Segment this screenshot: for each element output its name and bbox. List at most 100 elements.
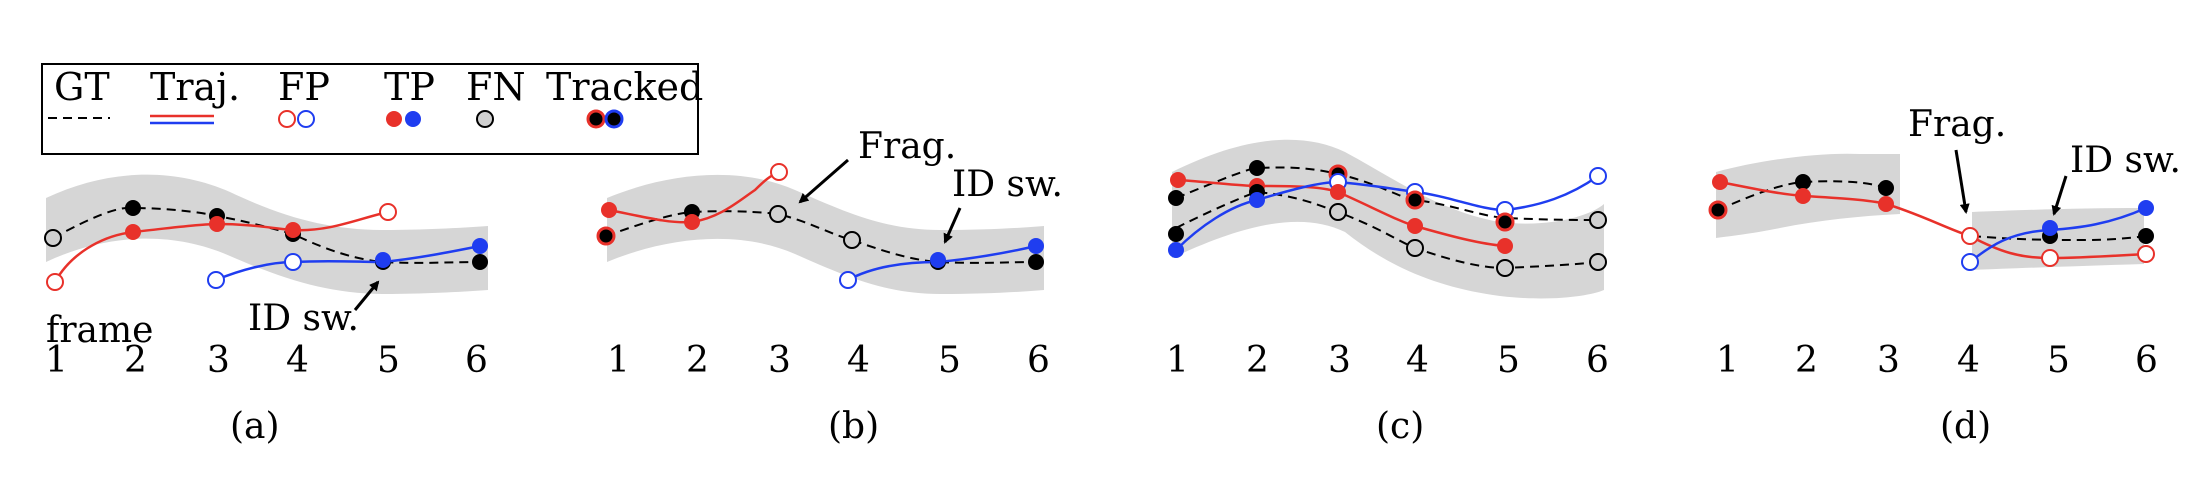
frame-tick: 4 [1406, 340, 1429, 381]
tracked-marker [1795, 174, 1811, 190]
red-tp-marker [684, 214, 700, 230]
tracked-marker [125, 200, 141, 216]
gt-band [46, 174, 488, 294]
frame-tick: 6 [465, 340, 488, 381]
legend-fp-label: FP [278, 65, 330, 109]
red-tp-marker [1407, 218, 1423, 234]
frame-tick: 6 [1586, 340, 1609, 381]
gt-path-lower [1175, 190, 1599, 270]
frame-tick: 4 [286, 340, 309, 381]
panel-caption: (c) [1376, 406, 1424, 447]
blue-tp-marker [1249, 192, 1265, 208]
legend-fn-label: FN [466, 65, 526, 109]
legend-tp-red-marker [386, 111, 402, 127]
frame-tick: 3 [1328, 340, 1351, 381]
blue-fp-marker [1961, 253, 1979, 271]
id-switch-arrow [2051, 175, 2068, 216]
tracked-marker [472, 254, 488, 270]
red-fp-marker [770, 163, 788, 181]
blue-fp-marker [1589, 167, 1607, 185]
legend-box [41, 63, 699, 155]
frame-tick: 2 [124, 340, 147, 381]
legend-tracked-label: Tracked [546, 65, 703, 109]
blue-tp-marker [2138, 200, 2154, 216]
fn-marker [843, 231, 861, 249]
frame-ticks: 1 2 3 4 5 6 [1716, 340, 2158, 381]
frame-tick: 2 [686, 340, 709, 381]
panel-d: Frag. ID sw. 1 2 3 4 5 6 (d) [1708, 104, 2181, 447]
blue-tp-marker [472, 238, 488, 254]
frame-tick: 5 [2047, 340, 2070, 381]
frag-label: Frag. [1908, 104, 2006, 145]
blue-tp-marker [2042, 220, 2058, 236]
red-tp-marker [1497, 238, 1513, 254]
red-tp-marker [1878, 196, 1894, 212]
red-fp-marker [1961, 227, 1979, 245]
blue-trajectory [215, 244, 481, 282]
tracked-marker [1405, 190, 1425, 210]
red-fp-marker [379, 203, 397, 221]
legend: GT Traj. FP TP FN Tracked [41, 63, 703, 155]
frame-axis-label: frame [46, 310, 153, 351]
frame-tick: 4 [847, 340, 870, 381]
panel-caption: (b) [828, 406, 879, 447]
fn-marker [44, 229, 62, 247]
red-tp-marker [1330, 184, 1346, 200]
frame-tick: 6 [1027, 340, 1050, 381]
fn-marker [1329, 203, 1347, 221]
blue-tp-marker [1028, 238, 1044, 254]
red-fp-marker [2041, 249, 2059, 267]
frame-ticks: 1 2 3 4 5 6 [45, 340, 488, 381]
tracked-marker [1168, 226, 1184, 242]
blue-fp-marker [207, 271, 225, 289]
frame-tick: 1 [607, 340, 630, 381]
frame-tick: 6 [2135, 340, 2158, 381]
frag-label: Frag. [858, 126, 956, 167]
frame-tick: 2 [1795, 340, 1818, 381]
id-switch-label: ID sw. [248, 298, 359, 339]
tracked-marker [1249, 160, 1265, 176]
frame-tick: 5 [377, 340, 400, 381]
tracked-marker [1708, 200, 1728, 220]
frame-tick: 3 [1877, 340, 1900, 381]
red-tp-marker [601, 202, 617, 218]
red-fp-marker [2137, 245, 2155, 263]
id-switch-label: ID sw. [952, 164, 1063, 205]
frame-ticks: 1 2 3 4 5 6 [1166, 340, 1609, 381]
red-tp-marker [1712, 174, 1728, 190]
panel-a: ID sw. frame 1 2 3 4 5 6 (a) [44, 174, 488, 447]
blue-fp-marker [839, 271, 857, 289]
frame-tick: 3 [207, 340, 230, 381]
fn-marker [769, 205, 787, 223]
fn-marker [1406, 239, 1424, 257]
frame-tick: 4 [1957, 340, 1980, 381]
frame-tick: 5 [1497, 340, 1520, 381]
legend-tp-blue-marker [405, 111, 421, 127]
fn-marker [1496, 259, 1514, 277]
panel-c: 1 2 3 4 5 6 (c) [1166, 139, 1609, 447]
gt-path-left [1717, 180, 1887, 211]
tracked-marker [596, 226, 616, 246]
legend-traj-label: Traj. [150, 65, 240, 109]
panel-b: Frag. ID sw. 1 2 3 4 5 6 (b) [596, 126, 1063, 447]
blue-tp-marker [375, 252, 391, 268]
red-trajectory [608, 170, 780, 224]
blue-tp-marker [1168, 242, 1184, 258]
red-tp-marker [209, 216, 225, 232]
frag-arrow [1954, 149, 1970, 214]
red-tp-marker [1170, 172, 1186, 188]
red-tp-marker [1795, 188, 1811, 204]
frame-tick: 3 [768, 340, 791, 381]
gt-band [1172, 139, 1604, 299]
tracked-marker [1878, 180, 1894, 196]
legend-tracked-blue-marker [604, 109, 624, 129]
id-switch-label: ID sw. [2070, 140, 2181, 181]
panel-caption: (a) [230, 406, 280, 447]
frame-tick: 2 [1246, 340, 1269, 381]
frame-ticks: 1 2 3 4 5 6 [607, 340, 1050, 381]
red-tp-marker [285, 222, 301, 238]
frame-tick: 1 [1166, 340, 1189, 381]
legend-tp-label: TP [384, 65, 435, 109]
legend-tracked-red-marker [586, 109, 606, 129]
